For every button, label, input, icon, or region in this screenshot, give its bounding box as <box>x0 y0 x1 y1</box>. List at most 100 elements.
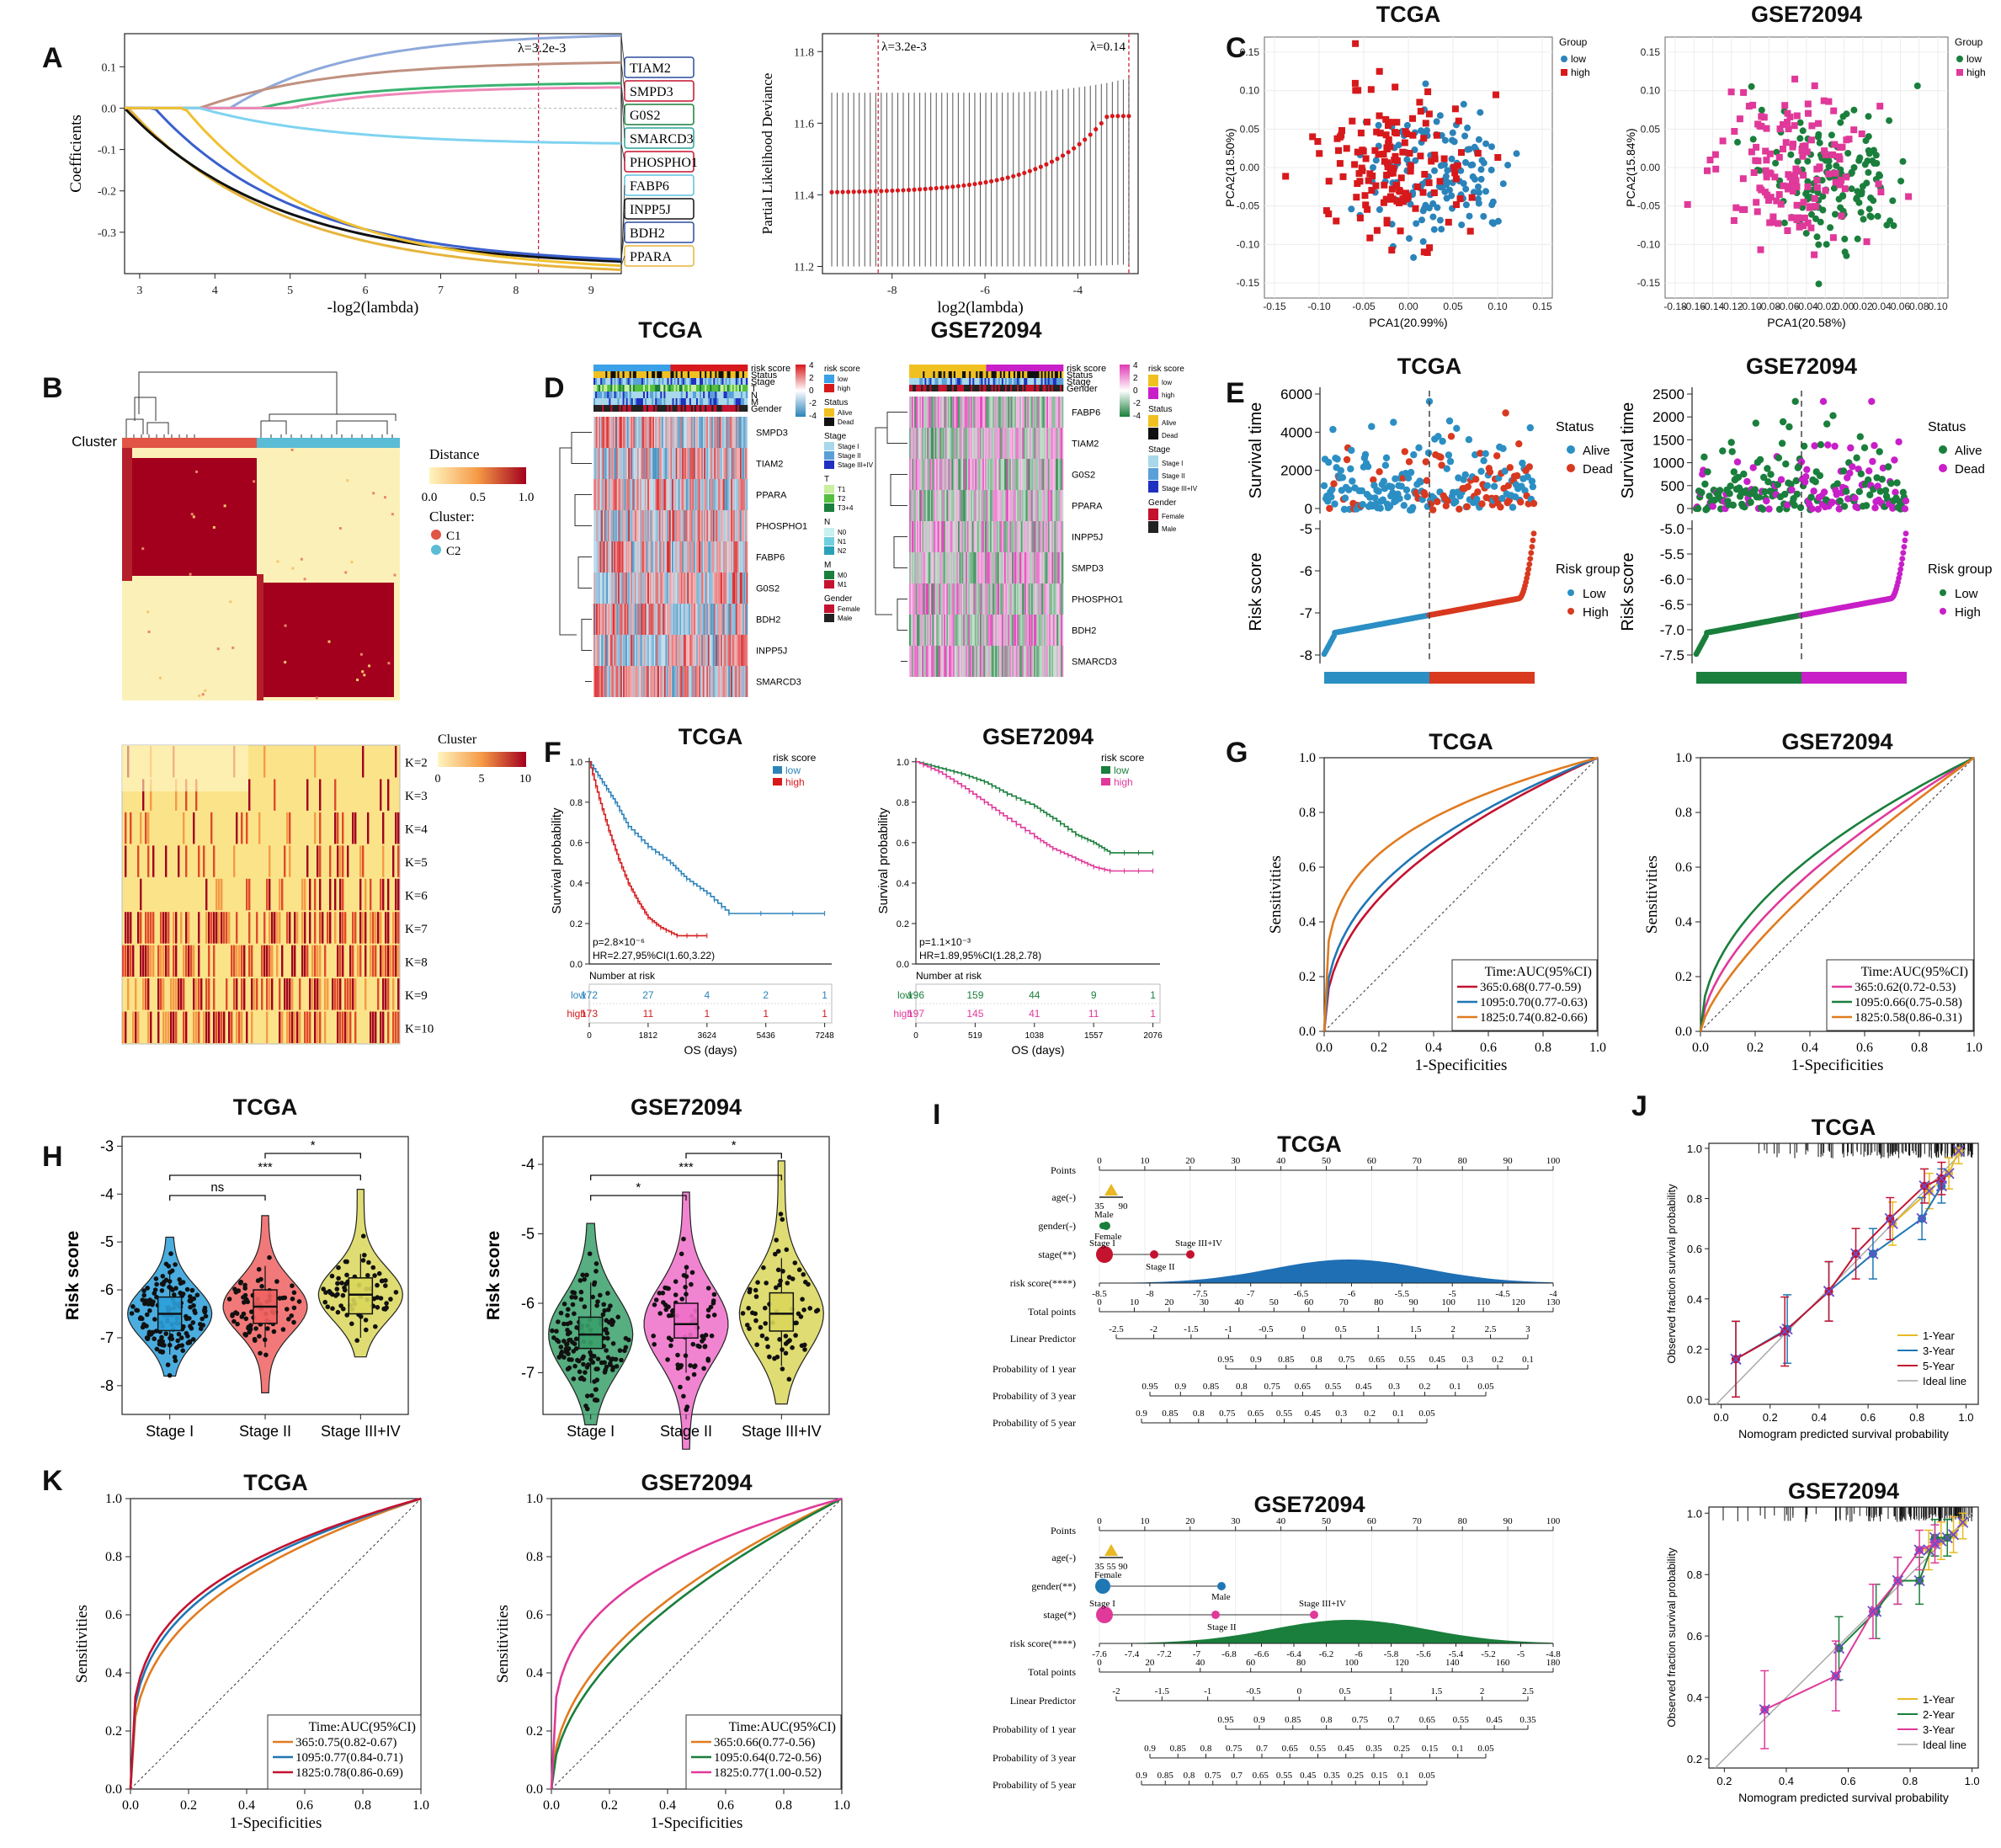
gene-label: PHOSPHO1 <box>756 522 807 532</box>
annotation-cell <box>721 385 724 391</box>
expression-cell <box>924 397 927 428</box>
annotation-cell <box>648 365 651 371</box>
expression-cell <box>919 521 922 552</box>
expression-cell <box>952 521 955 552</box>
legend-key <box>1148 428 1158 439</box>
expression-cell <box>1057 646 1060 677</box>
pca-point-high <box>1905 193 1913 200</box>
y-tick-label: 0.1 <box>102 61 117 74</box>
expression-cell <box>909 397 911 428</box>
expression-cell <box>1047 521 1050 552</box>
expression-cell <box>998 428 1001 459</box>
annotation-cell <box>966 365 968 371</box>
distance-tick: 1.0 <box>519 491 535 504</box>
deviance-point <box>1060 153 1066 158</box>
pca-point-high <box>1364 118 1370 125</box>
expression-cell <box>728 635 730 666</box>
expression-cell <box>597 604 599 635</box>
expression-cell <box>711 417 714 448</box>
expression-cell <box>1006 397 1008 428</box>
annotation-cell <box>1040 385 1043 391</box>
annotation-cell <box>732 391 735 398</box>
expression-cell <box>636 448 639 479</box>
annotation-cell <box>996 371 999 378</box>
expression-cell <box>984 615 987 646</box>
cdf-cell <box>382 1011 385 1043</box>
annotation-cell <box>1034 385 1036 391</box>
expression-cell <box>619 573 621 604</box>
expression-cell <box>680 417 683 448</box>
cdf-cell <box>314 945 317 977</box>
expression-cell <box>1057 521 1060 552</box>
gene-label: TIAM2 <box>756 460 783 470</box>
annotation-cell <box>602 378 604 385</box>
expression-cell <box>971 459 974 490</box>
annotation-cell <box>743 405 747 412</box>
survival-point <box>1361 450 1370 459</box>
cdf-cell <box>317 1011 319 1043</box>
expression-cell <box>1050 397 1052 428</box>
expression-cell <box>620 417 622 448</box>
expression-cell <box>923 521 925 552</box>
expression-cell <box>673 479 675 510</box>
expression-cell <box>601 666 603 697</box>
expression-cell <box>641 604 643 635</box>
annotation-cell <box>1051 378 1054 385</box>
expression-cell <box>1050 552 1052 583</box>
pca-point-low <box>1419 207 1427 215</box>
cdf-cell <box>173 945 175 977</box>
cdf-cell <box>352 978 354 1010</box>
expression-cell <box>612 573 615 604</box>
annotation-cell <box>726 378 729 385</box>
expression-cell <box>601 541 603 573</box>
cdf-cell <box>344 1011 347 1043</box>
annotation-cell <box>670 371 673 378</box>
expression-cell <box>650 635 652 666</box>
expression-cell <box>1054 583 1056 615</box>
expression-cell <box>978 552 981 583</box>
annotation-cell <box>974 378 977 385</box>
expression-cell <box>656 666 658 697</box>
expression-cell <box>645 573 647 604</box>
plot-frame <box>822 33 1139 274</box>
expression-cell <box>596 417 598 448</box>
expression-cell <box>912 459 913 490</box>
annotation-cell <box>732 371 735 378</box>
annotation-cell <box>1030 378 1033 385</box>
expression-cell <box>968 490 970 521</box>
expression-cell <box>633 510 636 541</box>
pca-point-low <box>1863 179 1871 187</box>
expression-cell <box>726 604 727 635</box>
expression-cell <box>1056 552 1059 583</box>
survival-point <box>1478 500 1486 508</box>
expression-cell <box>959 646 961 677</box>
annotation-cell <box>668 365 671 371</box>
cdf-cell <box>122 1011 125 1043</box>
expression-cell <box>643 417 646 448</box>
expression-cell <box>979 521 982 552</box>
expression-cell <box>612 510 615 541</box>
annotation-cell <box>993 365 995 371</box>
expression-cell <box>717 541 720 573</box>
consensus-noise <box>327 640 331 643</box>
expression-cell <box>1027 397 1030 428</box>
pca-point-high <box>1335 146 1342 154</box>
expression-cell <box>641 417 643 448</box>
annotation-cell <box>672 365 674 371</box>
row-dendro-branch <box>571 432 592 464</box>
coef-path-phospho1 <box>125 106 622 145</box>
expression-cell <box>991 428 993 459</box>
cluster-legend-label: C1 <box>446 530 461 543</box>
cdf-cell <box>334 978 337 1010</box>
expression-cell <box>734 448 737 479</box>
pca-point-high <box>1804 219 1812 226</box>
expression-cell <box>679 448 681 479</box>
colorbar-tick: -2 <box>809 399 817 408</box>
pca-point-low <box>1450 138 1458 146</box>
deviance-point <box>994 178 999 183</box>
annotation-cell <box>632 371 636 378</box>
expression-cell <box>742 666 744 697</box>
annotation-cell <box>706 405 709 412</box>
annotation-cell <box>597 371 599 378</box>
expression-cell <box>674 417 676 448</box>
